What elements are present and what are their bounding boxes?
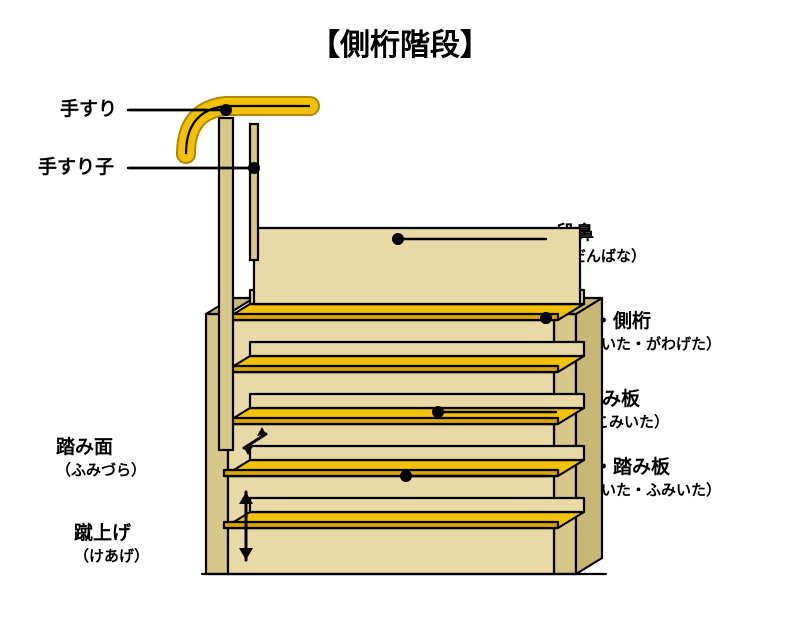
stair-diagram bbox=[0, 0, 800, 640]
